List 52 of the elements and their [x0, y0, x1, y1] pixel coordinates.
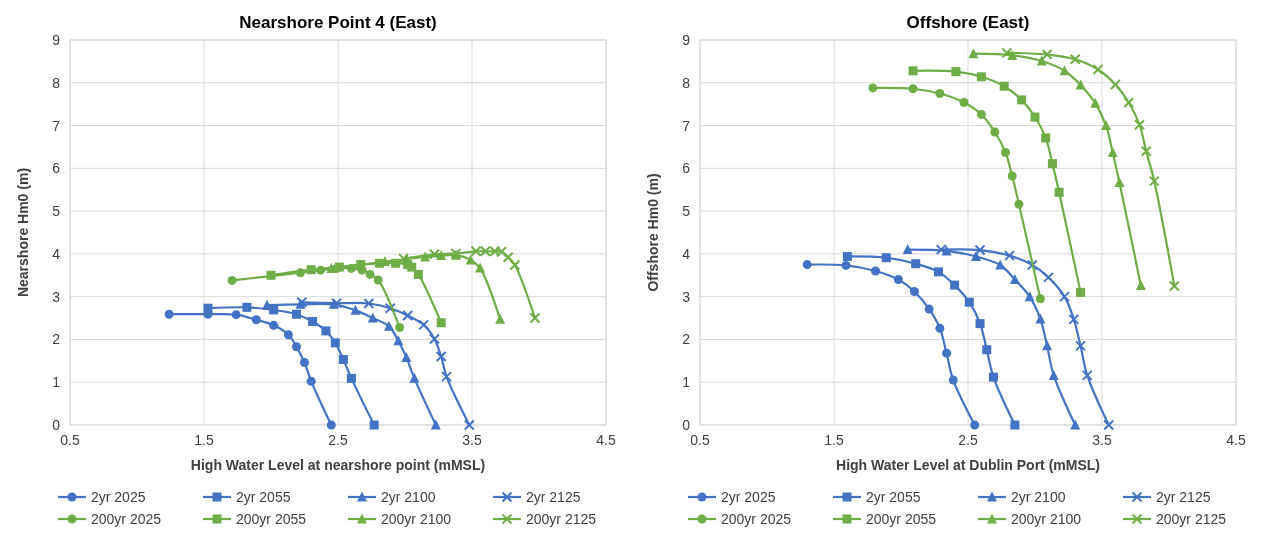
- legend-label: 200yr 2025: [721, 511, 792, 527]
- x-axis-title: High Water Level at nearshore point (mMSL): [190, 457, 486, 473]
- x-tick-label: 3.5: [1092, 432, 1112, 448]
- x-tick-label: 1.5: [824, 432, 844, 448]
- legend-label: 200yr 2100: [381, 511, 452, 527]
- legend-label: 2yr 2025: [721, 489, 776, 505]
- legend-label: 2yr 2025: [91, 489, 146, 505]
- y-tick-label: 3: [52, 288, 61, 305]
- x-tick-label: 4.5: [596, 432, 616, 448]
- x-tick-label: 0.5: [60, 432, 80, 448]
- legend-label: 2yr 2125: [526, 489, 581, 505]
- y-tick-label: 0: [682, 417, 691, 433]
- y-tick-label: 7: [682, 117, 691, 134]
- y-tick-label: 8: [682, 74, 691, 91]
- x-tick-label: 0.5: [690, 432, 710, 448]
- legend-label: 2yr 2055: [866, 489, 921, 505]
- x-axis-title: High Water Level at Dublin Port (mMSL): [836, 457, 1100, 473]
- legend-label: 200yr 2055: [236, 511, 307, 527]
- x-tick-label: 2.5: [328, 432, 348, 448]
- y-tick-label: 7: [52, 117, 61, 134]
- x-tick-label: 3.5: [462, 432, 482, 448]
- y-tick-label: 9: [682, 32, 691, 48]
- legend-label: 200yr 2025: [91, 511, 162, 527]
- legend-label: 200yr 2125: [1156, 511, 1227, 527]
- legend-label: 200yr 2100: [1011, 511, 1082, 527]
- y-tick-label: 5: [52, 203, 61, 220]
- y-tick-label: 0: [52, 417, 61, 433]
- y-tick-label: 4: [682, 245, 691, 262]
- legend-label: 2yr 2100: [381, 489, 436, 505]
- y-tick-label: 4: [52, 245, 61, 262]
- y-tick-label: 6: [52, 160, 61, 177]
- x-tick-label: 2.5: [958, 432, 978, 448]
- x-tick-label: 4.5: [1226, 432, 1246, 448]
- y-tick-label: 8: [52, 74, 61, 91]
- legend-label: 2yr 2100: [1011, 489, 1066, 505]
- y-tick-label: 2: [682, 331, 691, 348]
- y-tick-label: 9: [52, 32, 61, 48]
- legend-label: 2yr 2125: [1156, 489, 1211, 505]
- y-tick-label: 5: [682, 203, 691, 220]
- legend-label: 2yr 2055: [236, 489, 291, 505]
- y-tick-label: 6: [682, 160, 691, 177]
- y-tick-label: 1: [52, 374, 61, 391]
- legend-label: 200yr 2125: [526, 511, 597, 527]
- y-tick-label: 3: [682, 288, 691, 305]
- y-tick-label: 2: [52, 331, 61, 348]
- legend-label: 200yr 2055: [866, 511, 937, 527]
- y-axis-title: Offshore Hm0 (m): [645, 173, 661, 292]
- chart-title: Offshore (East): [906, 13, 1030, 32]
- chart-title: Nearshore Point 4 (East): [239, 13, 437, 32]
- x-tick-label: 1.5: [194, 432, 214, 448]
- y-tick-label: 1: [682, 374, 691, 391]
- y-axis-title: Nearshore Hm0 (m): [15, 167, 31, 298]
